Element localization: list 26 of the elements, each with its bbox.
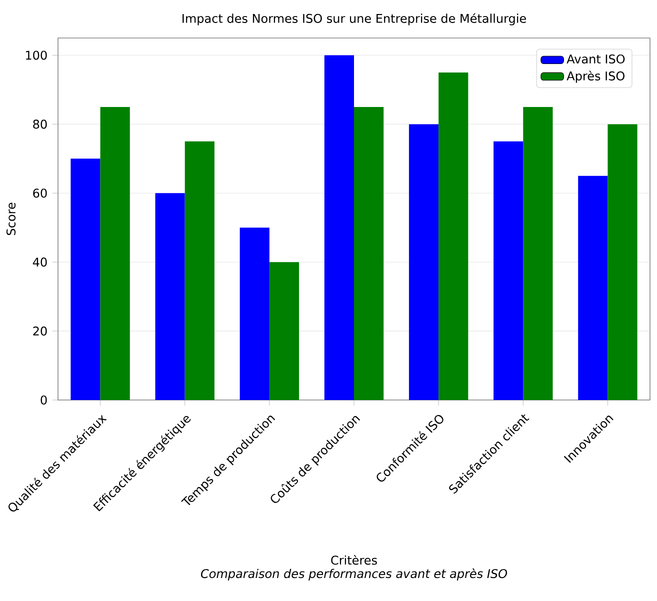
bar: [155, 193, 185, 400]
bar: [438, 72, 468, 400]
legend-label: Après ISO: [566, 70, 624, 83]
bar: [100, 106, 130, 400]
y-tick-label: 100: [26, 50, 47, 60]
bar: [324, 55, 354, 400]
y-tick-label: 60: [33, 188, 47, 198]
bar: [523, 106, 553, 400]
bar: [70, 158, 100, 400]
bar: [494, 141, 524, 400]
y-tick-label: 80: [33, 120, 47, 129]
chart-title: Impact des Normes ISO sur une Entreprise de Métallurgie: [182, 13, 526, 26]
text: Comparaison des performances avant et après ISO: [201, 568, 508, 580]
bar: [354, 106, 384, 400]
y-tick-label: 40: [32, 258, 47, 267]
bar: [269, 262, 300, 400]
x-axis-title: Critères: [331, 554, 377, 565]
y-axis-title: Score: [6, 202, 16, 236]
y-tick-label: 0: [40, 395, 47, 405]
y-tick-label: 20: [33, 326, 47, 336]
bar: [184, 141, 214, 400]
bar: [408, 124, 439, 400]
legend-label: Avant ISO: [566, 54, 625, 64]
bar: [578, 176, 608, 400]
bar: [240, 228, 270, 400]
bar: [608, 124, 638, 400]
